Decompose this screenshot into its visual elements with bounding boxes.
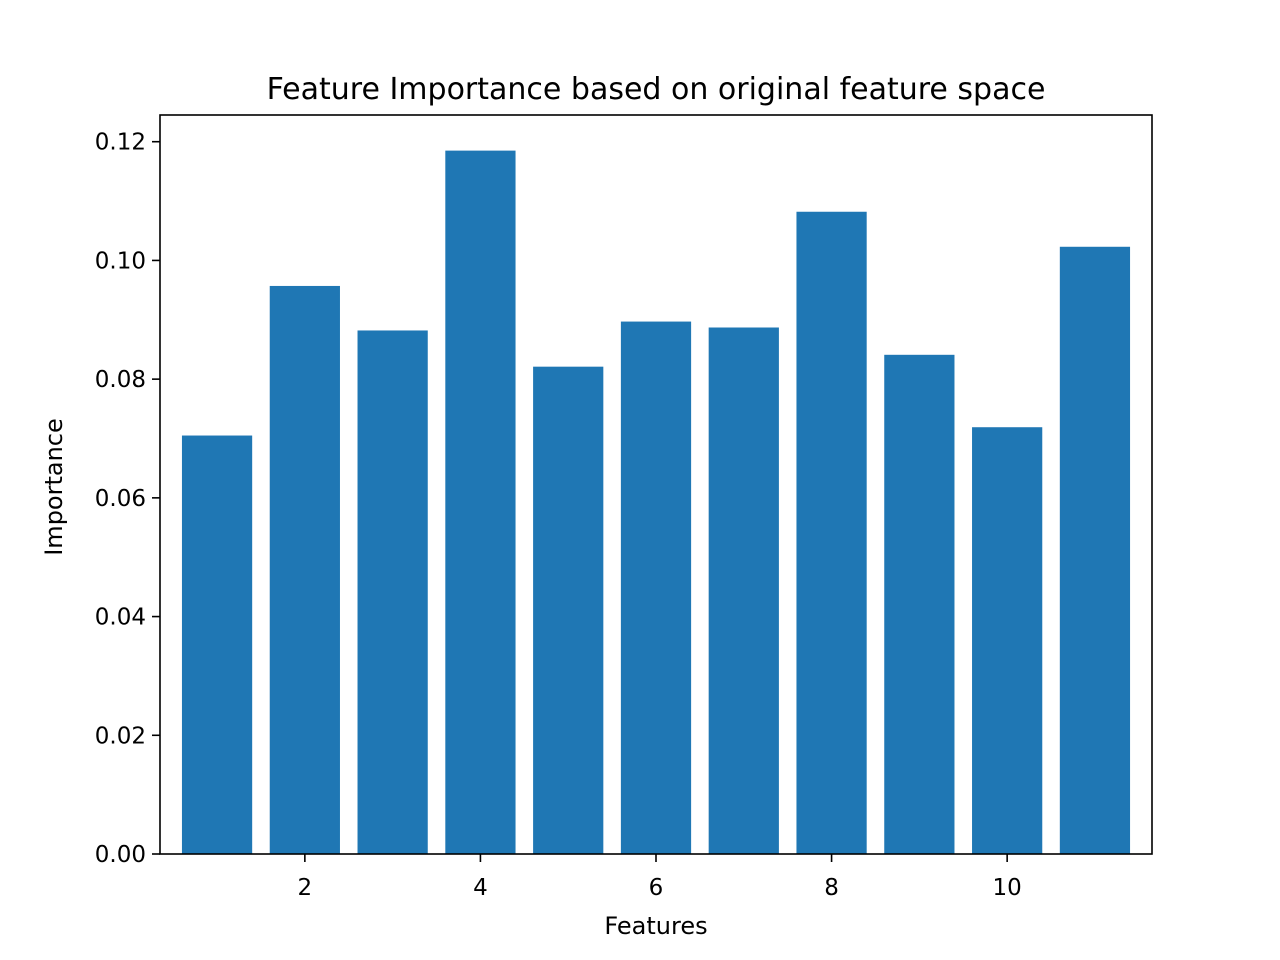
y-tick-label: 0.08 xyxy=(95,367,146,393)
x-axis: 2 4 6 8 10 xyxy=(298,854,1022,901)
bar-feature-11 xyxy=(1059,246,1131,854)
y-tick-label: 0.02 xyxy=(95,723,146,749)
y-tick-label: 0.10 xyxy=(95,248,146,274)
bar-feature-3 xyxy=(357,330,428,854)
y-tick-label: 0.00 xyxy=(95,842,146,868)
chart-title: Feature Importance based on original fea… xyxy=(267,72,1046,107)
x-tick-label: 6 xyxy=(649,875,664,901)
x-axis-label: Features xyxy=(604,912,707,940)
x-tick-label: 8 xyxy=(824,875,839,901)
bar-feature-2 xyxy=(269,285,340,854)
bar-feature-10 xyxy=(972,427,1043,854)
x-tick-label: 4 xyxy=(473,875,488,901)
bars-group xyxy=(181,150,1131,855)
y-tick-label: 0.06 xyxy=(95,486,146,512)
bar-feature-6 xyxy=(620,321,692,854)
bar-feature-8 xyxy=(796,211,867,854)
y-axis: 0.00 0.02 0.04 0.06 0.08 0.10 0.12 xyxy=(95,130,160,868)
x-tick-label: 2 xyxy=(298,875,313,901)
bar-feature-5 xyxy=(533,366,604,854)
bar-feature-1 xyxy=(181,435,253,854)
plot-frame xyxy=(159,114,1153,855)
x-tick-label: 10 xyxy=(993,875,1022,901)
bar-feature-9 xyxy=(884,354,955,854)
bar-feature-7 xyxy=(708,327,779,854)
y-axis-label: Importance xyxy=(40,418,68,556)
bar-feature-4 xyxy=(445,150,516,855)
y-tick-label: 0.12 xyxy=(95,130,146,156)
y-tick-label: 0.04 xyxy=(95,605,146,631)
